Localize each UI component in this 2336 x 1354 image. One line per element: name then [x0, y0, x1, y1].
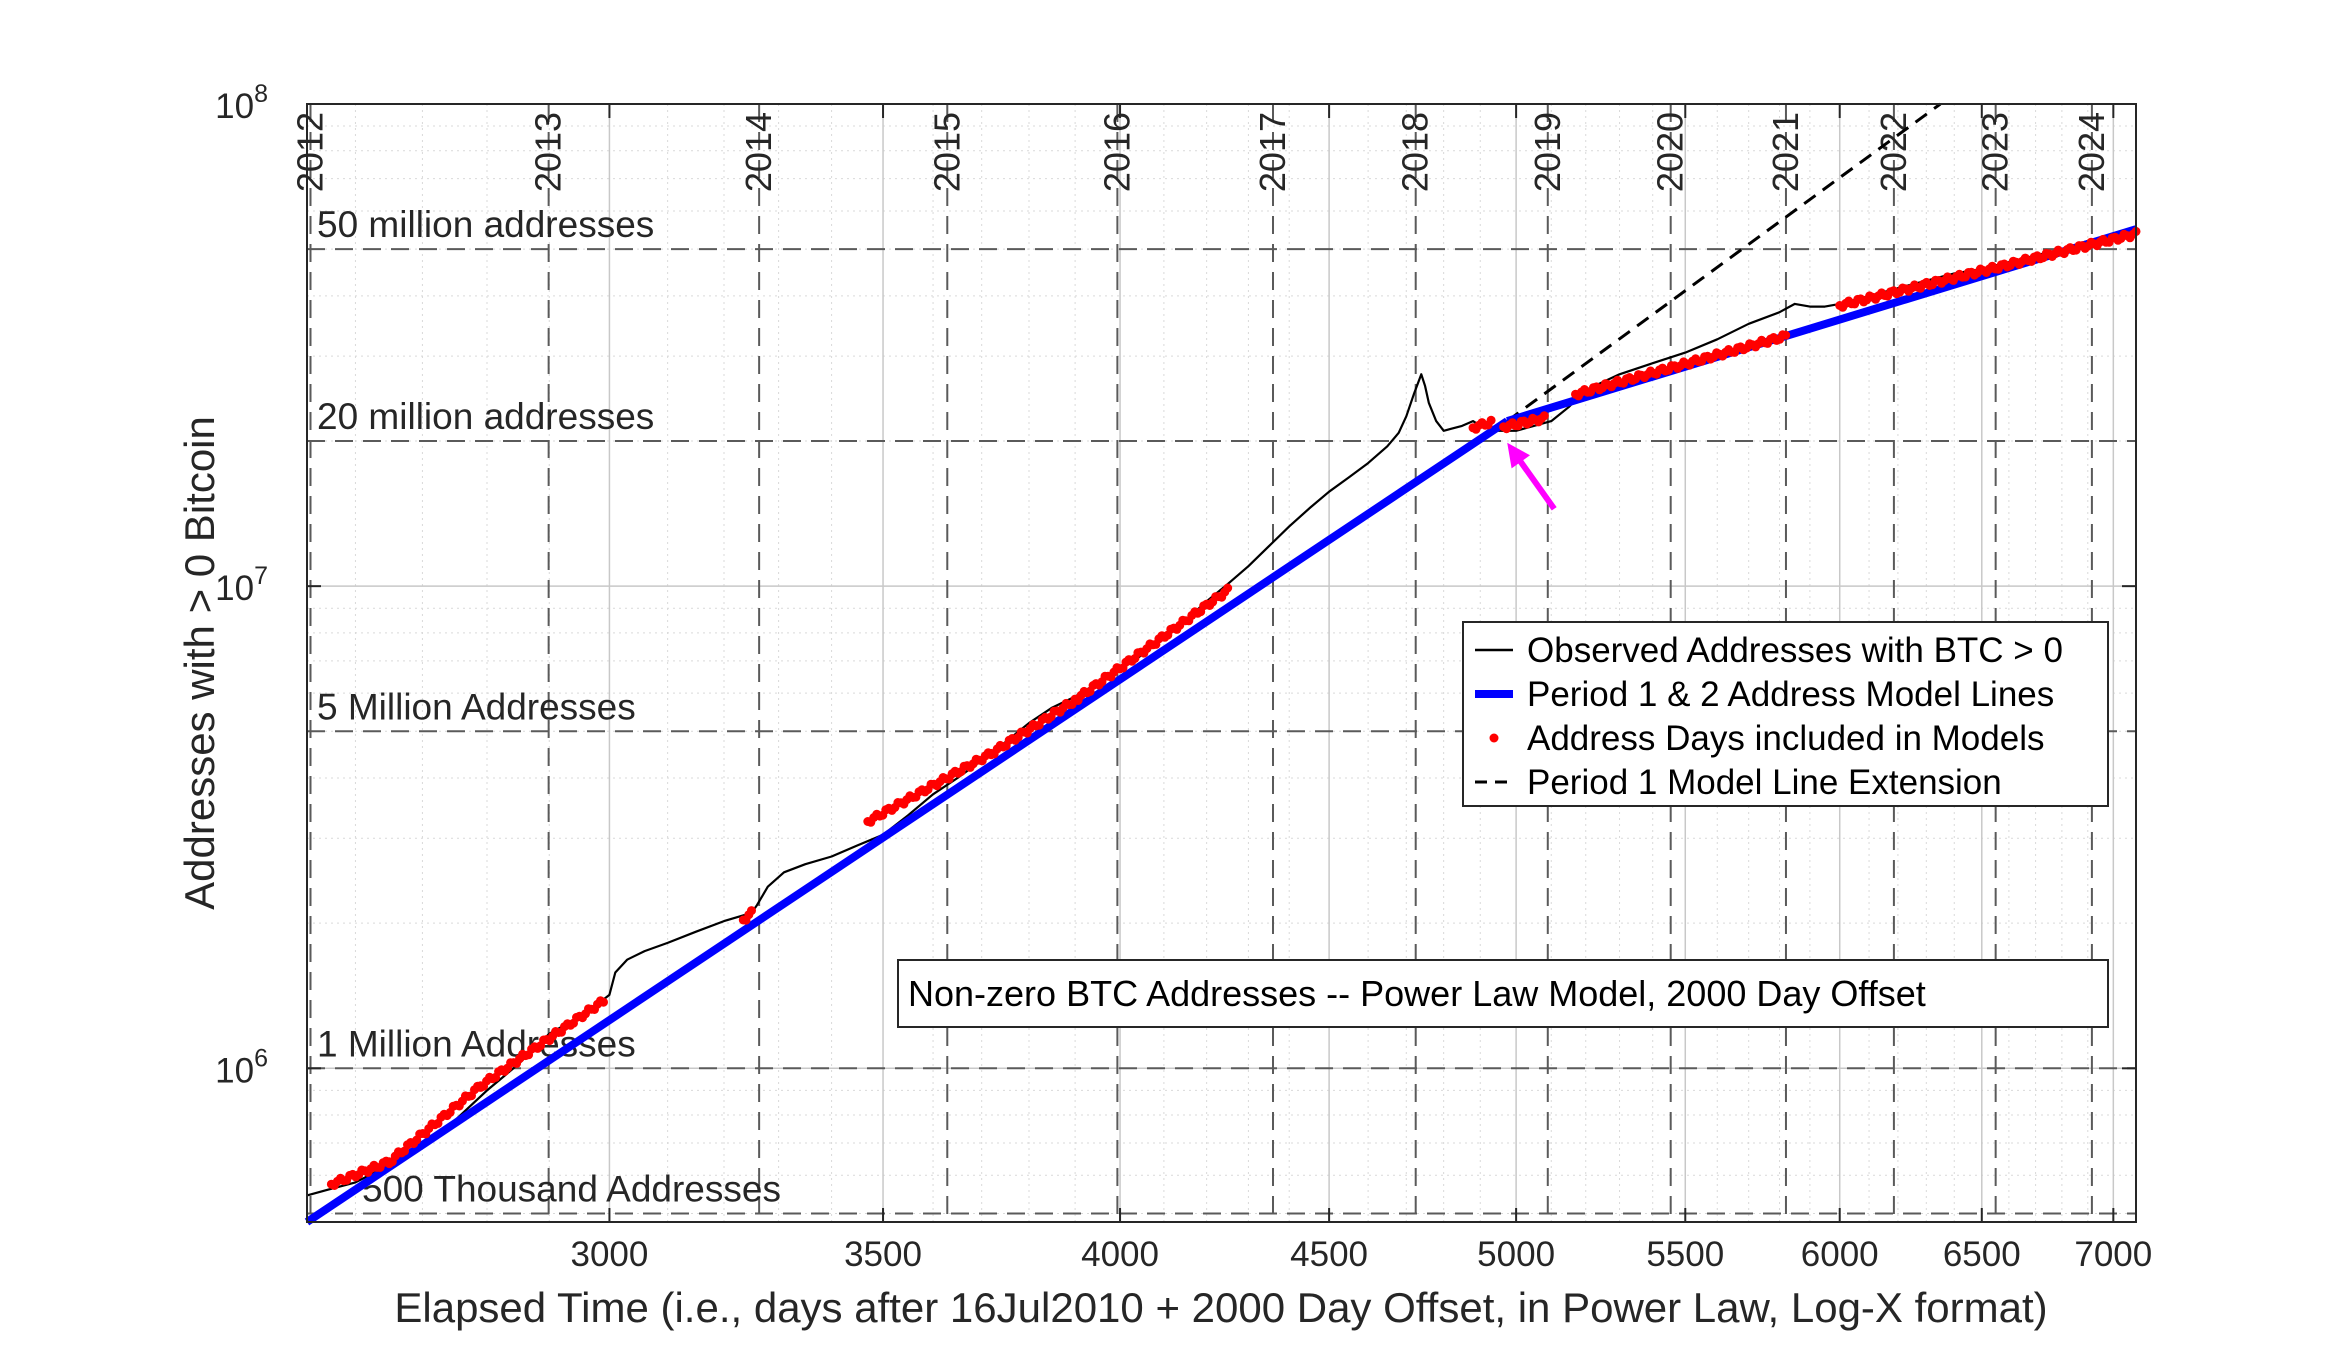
- x-tick-label: 6500: [1943, 1235, 2021, 1274]
- x-tick-label: 3500: [844, 1235, 922, 1274]
- annotation: Non-zero BTC Addresses -- Power Law Mode…: [897, 959, 2109, 1028]
- reference-line-label: 50 million addresses: [317, 204, 654, 245]
- year-marker-label: 2019: [1527, 112, 1568, 192]
- x-tick-label: 4000: [1081, 1235, 1159, 1274]
- period1-extension-line: [1506, 102, 1942, 423]
- model-day-dot: [1486, 415, 1496, 425]
- reference-line-label: 20 million addresses: [317, 396, 654, 437]
- series-layer: [304, 102, 2141, 1226]
- reference-line-label: 1 Million Addresses: [317, 1023, 636, 1064]
- y-axis-label: Addresses with > 0 Bitcoin: [176, 416, 223, 910]
- year-marker-label: 2016: [1096, 112, 1137, 192]
- legend-entry-label: Period 1 & 2 Address Model Lines: [1527, 675, 2054, 714]
- observed-addresses-line: [306, 231, 2137, 1197]
- x-tick-labels: 3000 3500 4000 4500 5000 5500 6000 6500 7000: [570, 1235, 2152, 1274]
- x-tick-label: 3000: [570, 1235, 648, 1274]
- y-tick-label: 107: [215, 562, 268, 608]
- y-tick-label: 106: [215, 1044, 268, 1090]
- legend-entry-label: Observed Addresses with BTC > 0: [1527, 631, 2063, 670]
- year-marker-label: 2024: [2071, 112, 2112, 192]
- legend-entries: Observed Addresses with BTC > 0 Period 1 …: [1475, 631, 2063, 802]
- y-tick-exponent: 8: [254, 80, 268, 108]
- y-tick-exponent: 6: [254, 1044, 268, 1072]
- axis-ticks: [307, 103, 2136, 1222]
- year-marker-label: 2013: [528, 112, 569, 192]
- x-tick-label: 5000: [1477, 1235, 1555, 1274]
- year-lines: 2012 2013 2014 2015 2016 2017 2018 2019 2020 2021…: [290, 104, 2112, 1222]
- year-marker-label: 2018: [1395, 112, 1436, 192]
- y-tick-base: 10: [215, 569, 254, 608]
- annotation-arrow-head: [1507, 442, 1530, 469]
- reference-line-label: 500 Thousand Addresses: [362, 1168, 781, 1209]
- minor-grid: [307, 104, 2136, 1222]
- year-marker-label: 2015: [926, 112, 967, 192]
- period1-model-line: [304, 417, 1510, 1226]
- x-axis-label: Elapsed Time (i.e., days after 16Jul2010…: [394, 1284, 2047, 1331]
- annotation-arrow-shaft: [1517, 458, 1557, 511]
- legend-entry-label: Address Days included in Models: [1527, 719, 2044, 758]
- model-day-dot: [599, 997, 608, 1007]
- y-tick-base: 10: [215, 87, 254, 126]
- x-tick-label: 5500: [1646, 1235, 1724, 1274]
- legend-entry-label: Period 1 Model Line Extension: [1527, 763, 2002, 802]
- plot-frame: [306, 103, 2137, 1223]
- x-tick-label: 6000: [1801, 1235, 1879, 1274]
- x-tick-label: 4500: [1290, 1235, 1368, 1274]
- x-tick-label: 7000: [2074, 1235, 2152, 1274]
- annotation-text: Non-zero BTC Addresses -- Power Law Mode…: [908, 973, 1926, 1014]
- model-day-dot: [1539, 411, 1549, 421]
- year-marker-label: 2021: [1765, 112, 1806, 192]
- year-marker-label: 2017: [1252, 112, 1293, 192]
- model-day-dot: [1781, 330, 1791, 340]
- y-tick-exponent: 7: [254, 562, 268, 590]
- year-marker-label: 2022: [1873, 112, 1914, 192]
- year-marker-label: 2020: [1650, 112, 1691, 192]
- year-marker-label: 2012: [290, 112, 331, 192]
- model-day-dot: [1223, 583, 1233, 593]
- annotation-arrow: [1507, 442, 1557, 511]
- legend-box: [1462, 621, 2109, 807]
- annotation-box: [897, 959, 2109, 1028]
- legend-swatch-dot: [1489, 733, 1499, 743]
- y-tick-label: 108: [215, 80, 268, 126]
- y-tick-base: 10: [215, 1051, 254, 1090]
- year-marker-label: 2014: [738, 112, 779, 192]
- model-day-dot: [747, 906, 756, 916]
- legend: Observed Addresses with BTC > 0 Period 1 …: [1462, 621, 2109, 807]
- reference-line-label: 5 Million Addresses: [317, 686, 636, 727]
- year-marker-label: 2023: [1975, 112, 2016, 192]
